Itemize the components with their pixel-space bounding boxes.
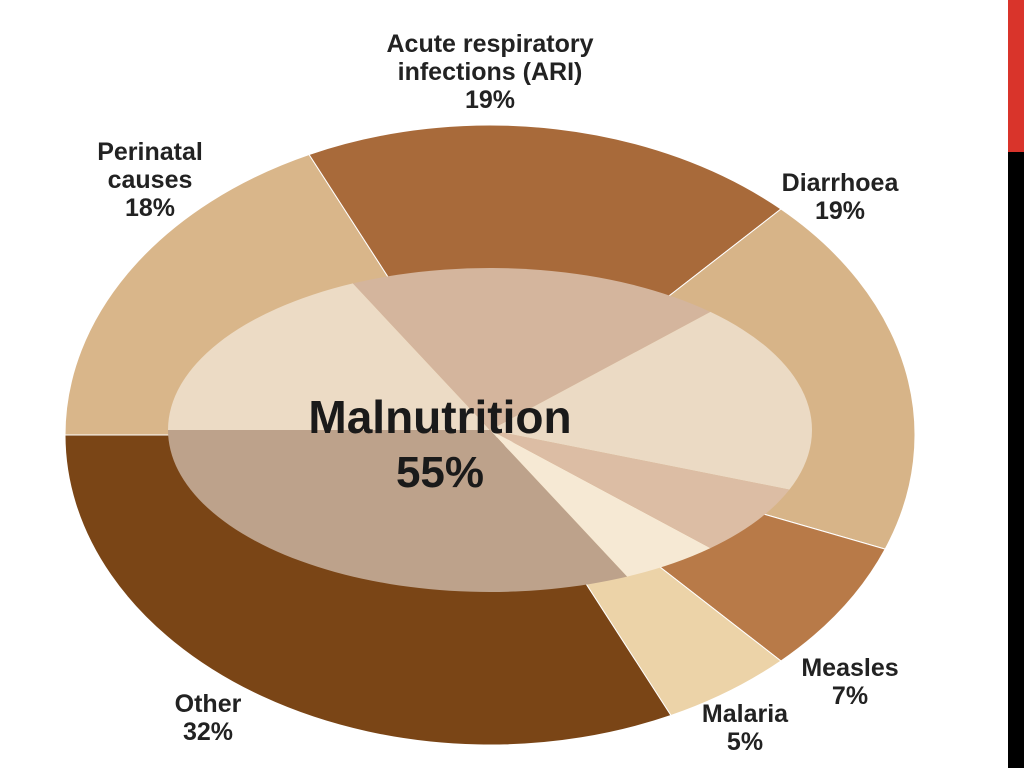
side-bar	[1008, 0, 1024, 768]
slice-name: Malaria	[701, 700, 789, 728]
slice-name: Acute respiratory infections (ARI)	[386, 30, 594, 86]
slice-value: 7%	[831, 682, 869, 710]
slice-value: 19%	[464, 86, 516, 114]
slice-value: 18%	[124, 194, 176, 222]
side-bar-accent	[1008, 0, 1024, 152]
slice-value: 19%	[814, 197, 866, 225]
slice-value: 32%	[182, 718, 234, 746]
inner-pie	[168, 268, 812, 592]
slice-value: 5%	[726, 728, 764, 756]
center-label: Malnutrition 55%	[308, 389, 571, 501]
slice-name: Measles	[801, 654, 899, 682]
inner-slice	[168, 430, 628, 592]
inner-slice	[490, 430, 790, 549]
inner-slice	[490, 430, 711, 577]
center-value: 55%	[395, 448, 485, 497]
slice-label: Other 32%	[148, 690, 268, 746]
slice-label: Malaria 5%	[665, 700, 825, 756]
slice-name: Diarrhoea	[781, 169, 899, 197]
inner-slice	[352, 268, 711, 430]
inner-slice	[490, 311, 812, 490]
slice-label: Acute respiratory infections (ARI) 19%	[330, 30, 650, 114]
slice-name: Other	[174, 690, 242, 718]
slice-label: Diarrhoea 19%	[740, 169, 940, 225]
center-name: Malnutrition	[308, 391, 572, 443]
slice-label: Measles 7%	[760, 654, 940, 710]
slice-name: Perinatal causes	[97, 138, 203, 194]
inner-slice	[168, 283, 490, 430]
slice-label: Perinatal causes 18%	[60, 138, 240, 222]
